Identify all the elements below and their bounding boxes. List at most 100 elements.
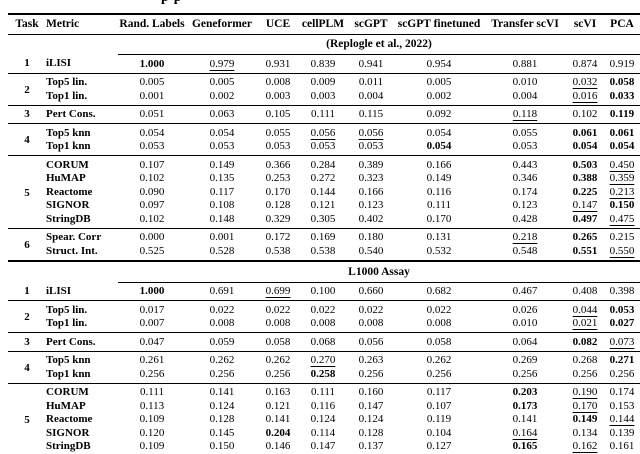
- metric-value: 0.408: [572, 285, 598, 297]
- metric-value: 0.010: [512, 76, 538, 88]
- metric-value: 0.054: [426, 126, 452, 139]
- value-cell: 0.114: [298, 426, 348, 440]
- metric-value: 0.005: [139, 76, 165, 88]
- value-cell: 0.170: [566, 399, 604, 413]
- value-cell: 0.053: [348, 140, 394, 156]
- value-cell: 0.329: [258, 212, 298, 228]
- metric-value: 0.100: [310, 285, 336, 297]
- value-cell: 0.119: [394, 413, 484, 427]
- value-cell: 0.054: [604, 140, 640, 156]
- metric-value: 0.256: [139, 367, 165, 380]
- metric-label: Pert Cons.: [46, 104, 118, 124]
- value-cell: 0.682: [394, 282, 484, 301]
- value-cell: 0.408: [566, 282, 604, 301]
- value-cell: 0.116: [298, 399, 348, 413]
- metric-value: 0.082: [572, 335, 598, 348]
- metric-value: 0.141: [209, 386, 235, 398]
- metric-value: 0.265: [572, 231, 598, 243]
- value-cell: 0.056: [348, 332, 394, 351]
- value-cell: 0.022: [186, 300, 258, 317]
- value-cell: 0.027: [604, 317, 640, 333]
- column-header: scVI: [566, 14, 604, 35]
- metric-value: 0.068: [310, 335, 336, 348]
- table-row: 3 Pert Cons. 0.047 0.059 0.058 0.068 0.056 0.05…: [8, 332, 640, 351]
- value-cell: 0.058: [604, 72, 640, 89]
- metric-value: 0.163: [265, 386, 291, 398]
- metric-value: 0.149: [209, 158, 235, 171]
- value-cell: 0.008: [394, 317, 484, 333]
- metric-value: 0.147: [572, 199, 598, 211]
- metric-value: 0.170: [265, 185, 291, 198]
- metric-value: 0.931: [265, 57, 291, 70]
- value-cell: 0.147: [298, 440, 348, 454]
- value-cell: 0.148: [186, 212, 258, 228]
- value-cell: 0.150: [604, 199, 640, 213]
- value-cell: 0.124: [348, 413, 394, 427]
- value-cell: 0.092: [394, 104, 484, 124]
- value-cell: 0.265: [566, 227, 604, 244]
- metric-value: 0.323: [358, 172, 384, 184]
- task-number: 5: [8, 155, 46, 228]
- column-header: Metric: [46, 14, 118, 35]
- metric-value: 0.022: [209, 303, 235, 316]
- metric-value: 1.000: [139, 285, 165, 297]
- metric-value: 0.004: [358, 89, 384, 102]
- value-cell: 0.218: [484, 227, 566, 244]
- table-row: 2 Top5 lin. 0.017 0.022 0.022 0.022 0.022 0.022…: [8, 300, 640, 333]
- value-cell: 1.000: [118, 282, 186, 301]
- value-cell: 0.055: [258, 123, 298, 140]
- value-cell: 0.174: [604, 382, 640, 399]
- value-cell: 0.190: [566, 382, 604, 399]
- metric-value: 0.147: [310, 440, 336, 452]
- metric-value: 0.008: [265, 76, 291, 88]
- value-cell: 0.497: [566, 212, 604, 228]
- metric-value: 0.002: [209, 89, 235, 102]
- metric-value: 0.114: [310, 426, 336, 439]
- metric-value: 0.253: [265, 172, 291, 184]
- metric-label: Struct. Int.: [46, 244, 98, 257]
- value-cell: 0.102: [118, 212, 186, 228]
- table-row: Reactome 0.109 0.128 0.141 0.124 0.124 0.119 0.…: [8, 413, 640, 427]
- metric-value: 0.839: [310, 57, 336, 70]
- metric-value: 0.144: [310, 185, 336, 198]
- value-cell: 0.691: [186, 282, 258, 301]
- value-cell: 0.954: [394, 55, 484, 74]
- value-cell: 0.102: [566, 104, 604, 124]
- metric-value: 0.055: [265, 126, 291, 139]
- value-cell: 0.011: [348, 72, 394, 89]
- truncated-caption: pp: [161, 0, 209, 5]
- value-cell: 0.150: [186, 440, 258, 454]
- value-cell: 0.941: [348, 55, 394, 74]
- value-cell: 0.128: [258, 199, 298, 213]
- value-cell: 0.147: [348, 399, 394, 413]
- metric-value: 0.063: [209, 108, 235, 120]
- metric-label: HuMAP: [46, 172, 86, 184]
- value-cell: 0.180: [348, 227, 394, 244]
- metric-value: 0.021: [572, 317, 598, 329]
- metric-value: 0.256: [358, 367, 384, 380]
- metric-value: 0.225: [572, 185, 598, 198]
- value-cell: 0.919: [604, 55, 640, 74]
- value-cell: 0.120: [118, 426, 186, 440]
- metric-value: 0.256: [209, 367, 235, 380]
- metric-value: 0.032: [572, 76, 598, 88]
- table-row: 5 CORUM 0.111 0.141 0.163 0.111 0.160 0.117 0.20…: [8, 382, 640, 454]
- value-cell: 0.548: [484, 244, 566, 261]
- metric-value: 0.261: [139, 354, 165, 366]
- task-number: 4: [8, 123, 46, 156]
- value-cell: 0.262: [258, 350, 298, 367]
- metric-value: 0.256: [265, 367, 291, 380]
- metric-value: 0.346: [512, 172, 538, 184]
- metric-label: iLISI: [46, 284, 72, 297]
- metric-value: 0.111: [427, 199, 451, 211]
- value-cell: 0.256: [348, 367, 394, 383]
- value-cell: 0.931: [258, 55, 298, 74]
- value-cell: 0.141: [484, 413, 566, 427]
- metric-value: 0.073: [609, 335, 635, 348]
- metric-value: 0.053: [310, 140, 336, 152]
- metric-value: 0.102: [139, 212, 165, 225]
- metric-label: Top5 lin.: [46, 72, 118, 89]
- metric-value: 0.002: [426, 89, 452, 102]
- results-table: Task Metric Rand. Labels Geneformer UCE cellP…: [8, 13, 640, 454]
- metric-value: 0.166: [358, 185, 384, 198]
